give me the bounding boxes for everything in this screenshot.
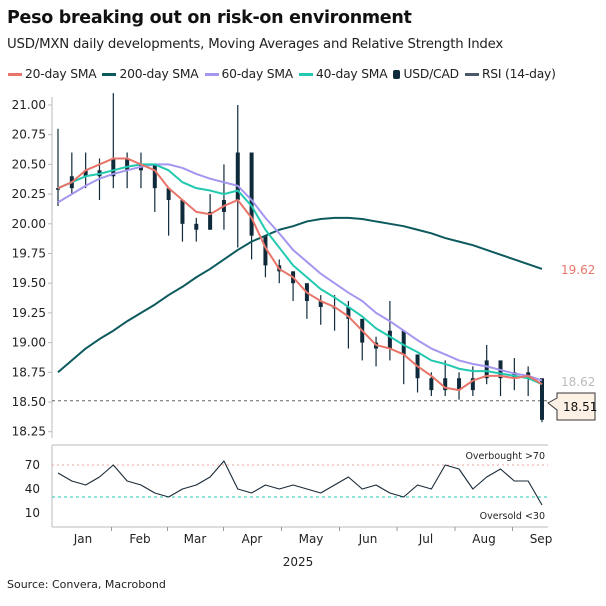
oversold-label: Oversold <30 — [480, 511, 545, 522]
month-label: Feb — [129, 532, 150, 546]
y-tick-label: 18.25 — [12, 425, 46, 439]
candle-body — [125, 158, 130, 171]
x-axis-year-label: 2025 — [283, 555, 314, 569]
chart-title: Peso breaking out on risk-on environment — [7, 8, 412, 28]
source-note: Source: Convera, Macrobond — [7, 578, 166, 591]
legend-label: 200-day SMA — [119, 67, 199, 81]
y-tick-label: 18.75 — [12, 365, 46, 379]
candle-body — [443, 378, 448, 391]
month-label: Jul — [418, 532, 433, 546]
legend-label: USD/CAD — [403, 67, 459, 81]
month-label: Sep — [530, 532, 553, 546]
candle-body — [263, 235, 268, 266]
candle-body — [83, 170, 88, 177]
y-tick-label: 18.50 — [12, 395, 46, 409]
legend-swatch — [204, 72, 219, 76]
label-sma60: 18.62 — [561, 375, 595, 389]
legend-label: 20-day SMA — [25, 67, 97, 81]
y-tick-label: 21.00 — [12, 98, 46, 112]
month-label: Jun — [358, 532, 378, 546]
candle-body — [208, 211, 213, 230]
y-tick-label: 19.75 — [12, 247, 46, 261]
y-tick-label: 20.00 — [12, 217, 46, 231]
month-label: May — [299, 532, 324, 546]
candle-body — [318, 301, 323, 307]
legend: 20-day SMA 200-day SMA 60-day SMA 40-day SM… — [8, 67, 556, 81]
sma40-line — [57, 163, 543, 386]
candle-body — [249, 152, 254, 236]
y-tick-label: 19.50 — [12, 276, 46, 290]
candle-body — [401, 330, 406, 355]
y-tick-label: 19.00 — [12, 336, 46, 350]
overbought-label: Overbought >70 — [465, 451, 545, 462]
legend-item: 200-day SMA — [102, 67, 199, 81]
sma200-line — [57, 216, 543, 374]
candle-body — [470, 378, 475, 391]
legend-item: 40-day SMA — [298, 67, 388, 81]
legend-item: 20-day SMA — [8, 67, 97, 81]
candle-body — [56, 188, 60, 190]
legend-swatch — [8, 72, 22, 76]
candle-body — [346, 306, 351, 319]
legend-label: 60-day SMA — [221, 67, 294, 81]
rsi-tick-label: 70 — [25, 458, 40, 472]
candlestick-icon — [393, 69, 401, 79]
candle-body — [457, 378, 462, 391]
legend-swatch — [464, 72, 479, 76]
y-tick-label: 20.25 — [12, 187, 46, 201]
candle-body — [484, 360, 489, 379]
month-label: Apr — [242, 532, 263, 546]
legend-label: RSI (14-day) — [481, 67, 556, 81]
candle-body — [111, 158, 116, 177]
month-label: Mar — [184, 532, 207, 546]
candle-body — [152, 164, 157, 189]
rsi-tick-label: 10 — [25, 506, 40, 520]
candle-body — [235, 152, 240, 201]
candle-body — [166, 188, 171, 201]
chart-subtitle: USD/MXN daily developments, Moving Avera… — [7, 37, 504, 52]
legend-item: 60-day SMA — [204, 67, 294, 81]
rsi-line — [57, 460, 543, 506]
legend-swatch — [102, 72, 117, 76]
sma20-line — [57, 157, 543, 392]
y-tick-label: 20.75 — [12, 128, 46, 142]
candle-body — [429, 378, 434, 391]
legend-item: RSI (14-day) — [464, 67, 556, 81]
label-sma200: 19.62 — [561, 263, 595, 277]
month-label: Jan — [73, 532, 93, 546]
last-value-label: 18.51 — [563, 400, 597, 414]
legend-label: 40-day SMA — [315, 67, 388, 81]
sma60-line — [57, 163, 543, 382]
candle-body — [194, 223, 199, 230]
month-label: Aug — [472, 532, 495, 546]
rsi-tick-label: 40 — [25, 482, 40, 496]
candle-body — [540, 378, 544, 420]
last-value-callout — [547, 392, 596, 421]
legend-swatch — [298, 72, 313, 76]
y-tick-label: 20.50 — [12, 157, 46, 171]
candle-body — [387, 330, 392, 349]
candle-body — [180, 200, 185, 224]
y-tick-label: 19.25 — [12, 306, 46, 320]
legend-item: USD/CAD — [393, 67, 459, 81]
